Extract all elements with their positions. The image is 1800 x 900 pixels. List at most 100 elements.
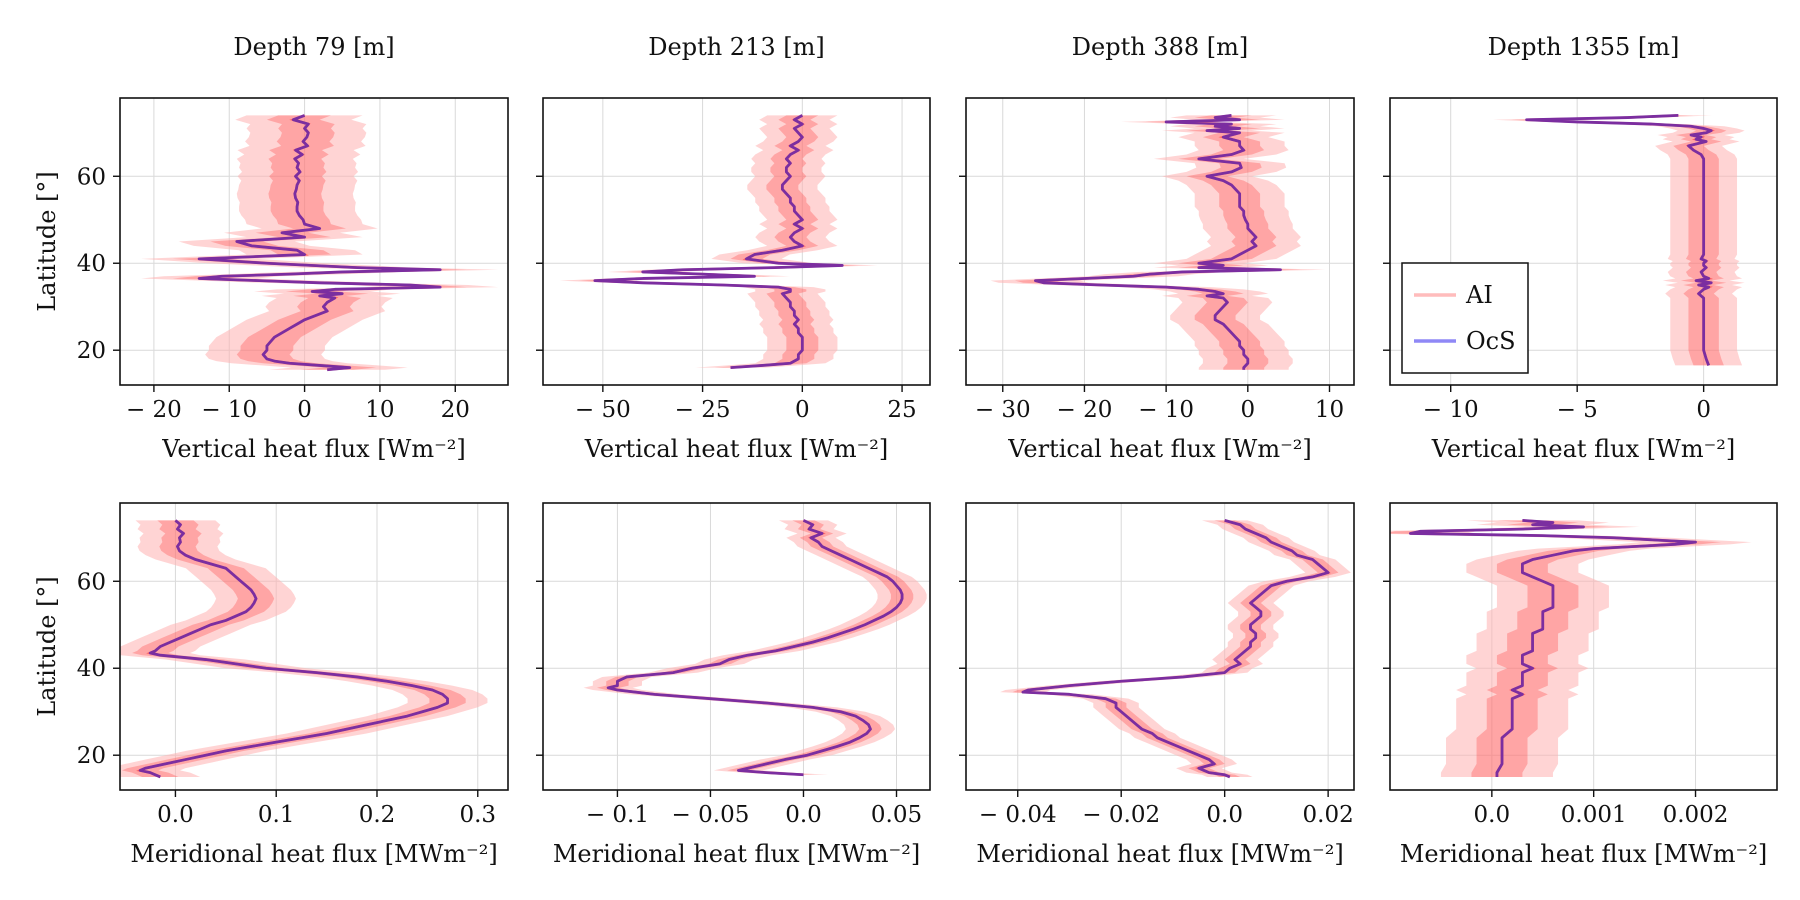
ai-ensemble-band-outer [583,520,927,775]
x-tick-label: 0 [1240,397,1255,423]
ocs-line [1021,519,1330,779]
x-axis-label: Meridional heat flux [MWm⁻²] [553,840,920,868]
y-tick-label: 60 [77,569,106,595]
ai-ensemble-band-outer [1493,115,1745,366]
x-tick-label: − 20 [1057,397,1113,423]
x-tick-label: 0 [795,397,810,423]
x-tick-label: 0.1 [258,802,295,828]
x-tick-label: 0 [297,397,312,423]
panel-frame [119,502,509,791]
panel-frame [119,97,509,386]
x-axis-label: Meridional heat flux [MWm⁻²] [976,840,1343,868]
panel-frame [542,97,931,386]
x-tick-label: 0.0 [1474,802,1511,828]
ocs-line [1034,114,1282,370]
series-group [120,519,488,779]
x-tick-label: 10 [1315,397,1344,423]
x-tick-label: − 30 [975,397,1031,423]
y-tick-label: 60 [77,164,106,190]
panel-5: 0.0 0.1 0.2 0.3 20 40 60 Meridional heat flux [… [33,502,509,868]
ai-ensemble-band-inner [1390,520,1721,777]
ocs-line [197,114,442,372]
ai-ensemble-band-inner [1015,115,1301,370]
ai-ensemble-band-outer [141,115,499,370]
y-tick-label: 40 [77,251,106,277]
x-axis-label: Vertical heat flux [Wm⁻²] [584,435,889,463]
x-tick-label: − 20 [126,397,182,423]
x-axis-label: Vertical heat flux [Wm⁻²] [161,435,466,463]
ocs-line [606,519,904,777]
x-tick-label: − 25 [675,397,731,423]
x-tick-label: 25 [887,397,916,423]
panel-frame [1389,97,1778,386]
x-axis-label: Vertical heat flux [Wm⁻²] [1007,435,1312,463]
panel-frame [965,502,1355,791]
x-tick-label: − 5 [1557,397,1598,423]
x-tick-label: 0.0 [785,802,822,828]
legend-label-1: OcS [1466,327,1516,355]
ocs-line [1408,518,1697,777]
y-tick-label: 40 [77,656,106,682]
y-tick-label: 20 [77,338,106,364]
panel-title: Depth 1355 [m] [1488,33,1680,61]
x-tick-label: − 50 [575,397,631,423]
x-tick-label: − 10 [201,397,257,423]
panel-8: 0.0 0.001 0.002 Meridional heat flux [MWm⁻²… [1383,502,1778,868]
legend-label-0: AI [1465,281,1493,309]
x-axis-label: Meridional heat flux [MWm⁻²] [1400,840,1767,868]
x-tick-label: − 0.05 [672,802,750,828]
panel-frame [542,502,931,791]
ai-ensemble-band-outer [990,115,1326,370]
panel-2: − 50 − 25 0 25 Vertical heat flux [Wm⁻²] Dept… [536,33,931,463]
series-group [990,114,1326,370]
panel-title: Depth 388 [m] [1072,33,1248,61]
legend: AI OcS [1401,262,1529,374]
x-tick-label: 0.002 [1663,802,1729,828]
series-group [1390,518,1752,777]
x-tick-label: − 0.1 [586,802,649,828]
legend-box [1401,262,1529,374]
x-tick-label: 10 [365,397,394,423]
series-group [1493,113,1745,366]
series-group [1000,519,1351,779]
x-axis-label: Meridional heat flux [MWm⁻²] [130,840,497,868]
x-tick-label: 20 [441,397,470,423]
x-tick-label: 0.2 [359,802,396,828]
ai-ensemble-band-outer [1390,520,1752,777]
ocs-line [1525,113,1713,366]
ai-ensemble-band-inner [172,115,467,370]
panel-frame [965,97,1355,386]
panel-6: − 0.1 − 0.05 0.0 0.05 Meridional heat flux [… [536,502,931,868]
ocs-line [138,519,449,779]
x-axis-label: Vertical heat flux [Wm⁻²] [1431,435,1736,463]
panel-7: − 0.04 − 0.02 0.0 0.02 Meridional heat flux … [959,502,1355,868]
y-tick-label: 20 [77,743,106,769]
ai-ensemble-band-outer [559,115,878,368]
ai-ensemble-band-outer [120,520,488,777]
x-tick-label: 0.0 [1206,802,1243,828]
ocs-line [593,114,844,370]
series-group [559,114,878,370]
x-tick-label: − 0.04 [979,802,1057,828]
x-tick-label: 0.3 [459,802,496,828]
y-axis-label: Latitude [°] [33,576,61,717]
x-tick-label: 0.0 [157,802,194,828]
ai-ensemble-band-outer [1000,520,1351,777]
panel-1: − 20 − 10 0 10 20 20 40 60 Vertical heat flux [W… [33,33,509,463]
x-tick-label: − 10 [1138,397,1194,423]
y-axis-label: Latitude [°] [33,171,61,312]
series-group [583,519,927,777]
series-group [141,114,499,372]
x-tick-label: 0.05 [871,802,922,828]
panel-title: Depth 213 [m] [648,33,824,61]
x-tick-label: 0 [1696,397,1711,423]
x-tick-label: − 0.02 [1082,802,1160,828]
panel-frame [1389,502,1778,791]
x-tick-label: 0.001 [1561,802,1627,828]
ai-ensemble-band-inner [1511,115,1727,366]
panel-4: − 10 − 5 0 Vertical heat flux [Wm⁻²] Depth 1… [1383,33,1778,463]
panel-title: Depth 79 [m] [233,33,394,61]
x-tick-label: 0.02 [1303,802,1354,828]
